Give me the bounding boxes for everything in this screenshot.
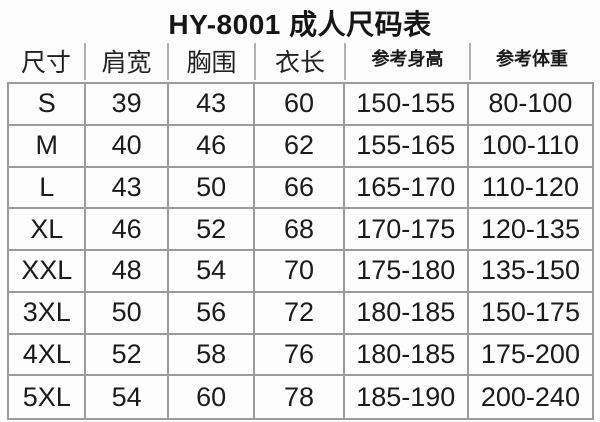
cell-shoulder: 52 (86, 334, 169, 377)
cell-size: 4XL (9, 334, 87, 377)
cell-size: 5XL (9, 376, 87, 418)
cell-ref-height: 175-180 (344, 251, 469, 293)
cell-ref-weight: 200-240 (480, 381, 580, 412)
cell-shoulder: 48 (86, 251, 169, 293)
cell-ref-height: 165-170 (344, 167, 469, 210)
cell-length: 78 (255, 376, 345, 418)
cell-chest: 60 (169, 376, 256, 418)
cell-size: L (9, 167, 87, 210)
cell-size: M (9, 125, 87, 168)
cell-chest: 58 (168, 334, 256, 377)
column-header-ref-weight: 参考体重 (496, 49, 568, 69)
cell-length: 68 (255, 209, 345, 251)
cell-size: XXL (9, 251, 87, 293)
size-table: S 39 43 60 150-155 80-100 M 40 46 62 155… (7, 82, 594, 420)
cell-ref-weight: 135-150 (468, 251, 592, 293)
cell-ref-height: 180-185 (344, 292, 469, 335)
cell-chest: 50 (168, 167, 256, 210)
cell-ref-height: 170-175 (344, 209, 469, 251)
cell-size: S (9, 84, 87, 126)
cell-ref-height: 155-165 (344, 125, 469, 168)
cell-size: XL (9, 209, 87, 251)
cell-ref-height: 150-155 (344, 84, 469, 126)
cell-ref-weight: 100-110 (468, 126, 592, 168)
cell-ref-weight: 150-175 (468, 293, 592, 335)
cell-shoulder: 39 (86, 84, 169, 126)
column-header-shoulder: 肩宽 (85, 40, 169, 82)
cell-chest: 56 (168, 292, 256, 335)
cell-chest: 43 (168, 84, 256, 126)
cell-chest: 52 (168, 209, 256, 251)
cell-size: 3XL (9, 292, 87, 335)
cell-shoulder: 50 (86, 292, 169, 335)
cell-chest: 54 (168, 251, 256, 293)
cell-length: 66 (255, 167, 345, 210)
cell-length: 60 (255, 84, 345, 126)
column-header-chest: 胸围 (168, 40, 256, 82)
cell-length: 76 (255, 334, 345, 377)
chart-title: HY-8001 成人尺码表 (168, 9, 432, 40)
cell-shoulder: 46 (86, 209, 169, 251)
cell-ref-height: 185-190 (345, 376, 469, 418)
cell-ref-weight: 175-200 (468, 335, 592, 377)
cell-length: 70 (255, 251, 345, 293)
cell-shoulder: 40 (86, 125, 169, 168)
table-header-row: 尺寸 肩宽 胸围 衣长 参考身高 参考体重 (7, 40, 594, 82)
cell-length: 72 (255, 292, 345, 335)
cell-ref-weight: 80-100 (468, 84, 592, 126)
column-header-ref-height: 参考身高 (345, 40, 471, 82)
cell-ref-weight: 110-120 (468, 168, 592, 210)
column-header-length: 衣长 (255, 40, 346, 82)
cell-shoulder: 43 (86, 167, 169, 210)
cell-chest: 46 (168, 125, 256, 168)
cell-shoulder: 54 (86, 376, 169, 418)
column-header-size: 尺寸 (7, 40, 86, 82)
cell-length: 62 (255, 125, 345, 168)
cell-ref-weight: 120-135 (468, 209, 592, 251)
cell-ref-height: 180-185 (344, 334, 469, 377)
